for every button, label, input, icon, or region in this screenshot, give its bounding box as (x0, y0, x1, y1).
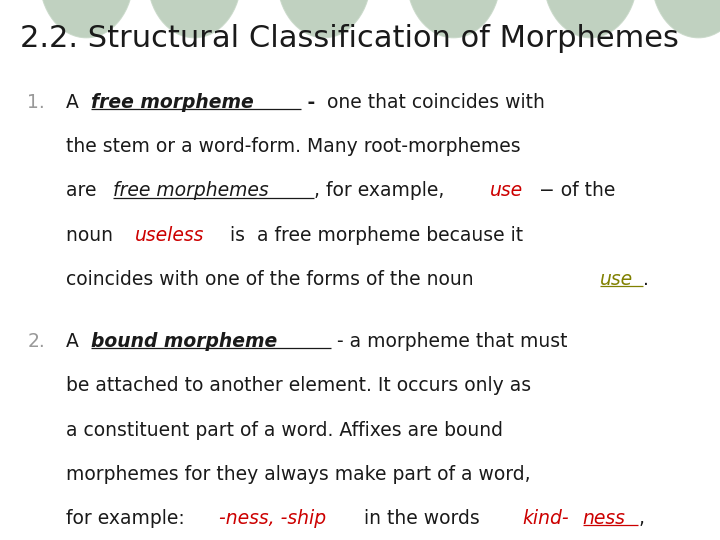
Text: , for example,: , for example, (314, 181, 451, 200)
Text: A: A (66, 93, 85, 112)
Text: -ness, -ship: -ness, -ship (220, 509, 327, 528)
Text: are: are (66, 181, 103, 200)
Text: use: use (490, 181, 523, 200)
Text: useless: useless (135, 226, 204, 245)
Text: be attached to another element. It occurs only as: be attached to another element. It occur… (66, 376, 531, 395)
Text: noun: noun (66, 226, 120, 245)
Text: for example:: for example: (66, 509, 185, 528)
Text: .: . (643, 270, 649, 289)
Text: − of the: − of the (533, 181, 615, 200)
Text: in the words: in the words (358, 509, 485, 528)
Ellipse shape (40, 0, 133, 38)
Text: bound morpheme: bound morpheme (91, 332, 277, 351)
Text: use: use (600, 270, 633, 289)
Text: free morphemes: free morphemes (113, 181, 269, 200)
Text: free morpheme: free morpheme (91, 93, 253, 112)
Ellipse shape (277, 0, 371, 38)
Text: - a morpheme that must: - a morpheme that must (331, 332, 567, 351)
Text: morphemes for they always make part of a word,: morphemes for they always make part of a… (66, 465, 531, 484)
Text: a constituent part of a word. Affixes are bound: a constituent part of a word. Affixes ar… (66, 421, 503, 440)
Text: ness: ness (582, 509, 626, 528)
Text: coincides with one of the forms of the noun: coincides with one of the forms of the n… (66, 270, 480, 289)
Text: -: - (300, 93, 321, 112)
Text: the stem or a word-form. Many root-morphemes: the stem or a word-form. Many root-morph… (66, 137, 521, 156)
Ellipse shape (407, 0, 500, 38)
Ellipse shape (148, 0, 241, 38)
Text: kind-: kind- (523, 509, 569, 528)
Text: is  a free morpheme because it: is a free morpheme because it (224, 226, 523, 245)
Text: 1.: 1. (27, 93, 45, 112)
Ellipse shape (652, 0, 720, 38)
Ellipse shape (544, 0, 637, 38)
Text: ,: , (638, 509, 644, 528)
Text: 2.2. Structural Classification of Morphemes: 2.2. Structural Classification of Morphe… (20, 24, 679, 53)
Text: 2.: 2. (27, 332, 45, 351)
Text: A: A (66, 332, 85, 351)
Text: one that coincides with: one that coincides with (328, 93, 545, 112)
